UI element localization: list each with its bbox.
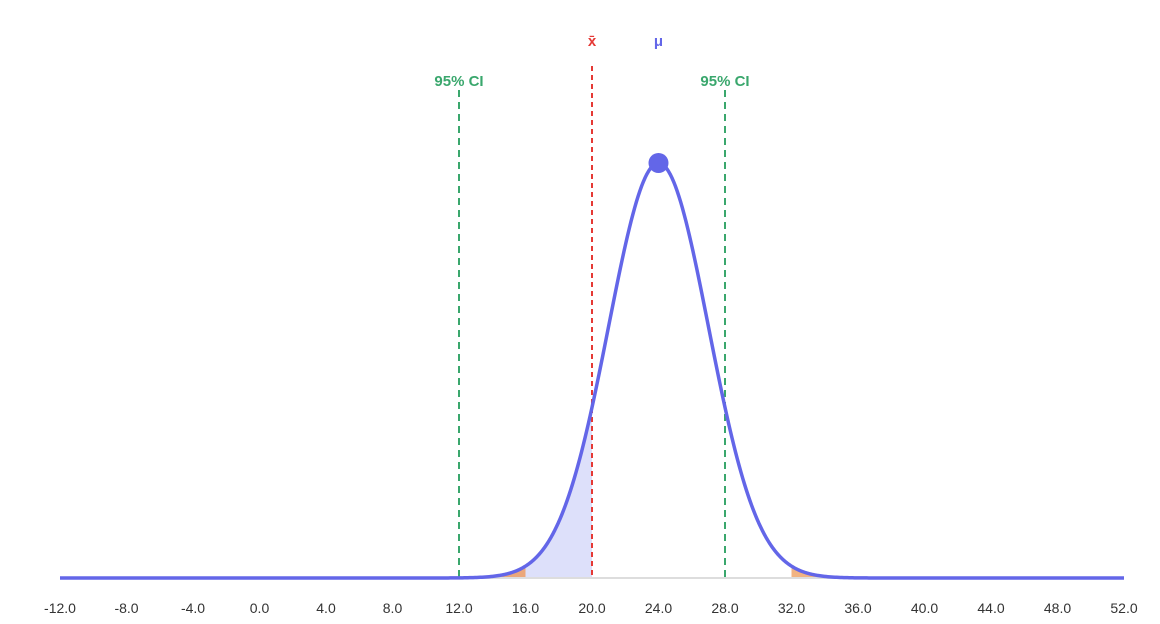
shaded-regions xyxy=(459,407,858,578)
mu-point xyxy=(648,153,669,173)
x-tick-label: 20.0 xyxy=(578,600,605,616)
region-middle xyxy=(525,407,592,578)
x-tick-label: 4.0 xyxy=(316,600,336,616)
x-axis-ticks: -12.0 -8.0 -4.0 0.0 4.0 8.0 12.0 16.0 20.0 24.0 28… xyxy=(44,600,1138,616)
x-tick-label: 12.0 xyxy=(445,600,472,616)
mu-label: μ xyxy=(654,33,663,50)
x-tick-label: 48.0 xyxy=(1044,600,1071,616)
x-tick-label: -12.0 xyxy=(44,600,76,616)
x-tick-label: 52.0 xyxy=(1110,600,1137,616)
x-tick-label: 32.0 xyxy=(778,600,805,616)
x-tick-label: 28.0 xyxy=(711,600,738,616)
ci-label-upper: 95% CI xyxy=(700,73,749,90)
x-tick-label: -8.0 xyxy=(114,600,138,616)
x-tick-label: 0.0 xyxy=(250,600,270,616)
reference-lines: 95% CI 95% CI xyxy=(434,66,750,578)
x-tick-label: 40.0 xyxy=(911,600,938,616)
x-tick-label: 8.0 xyxy=(383,600,403,616)
sample-mean-label: x̄ xyxy=(588,33,597,50)
x-tick-label: -4.0 xyxy=(181,600,205,616)
x-tick-label: 24.0 xyxy=(645,600,672,616)
x-tick-label: 44.0 xyxy=(977,600,1004,616)
x-tick-label: 16.0 xyxy=(512,600,539,616)
ci-label-lower: 95% CI xyxy=(434,73,483,90)
x-tick-label: 36.0 xyxy=(844,600,871,616)
density-curve xyxy=(60,161,1124,580)
